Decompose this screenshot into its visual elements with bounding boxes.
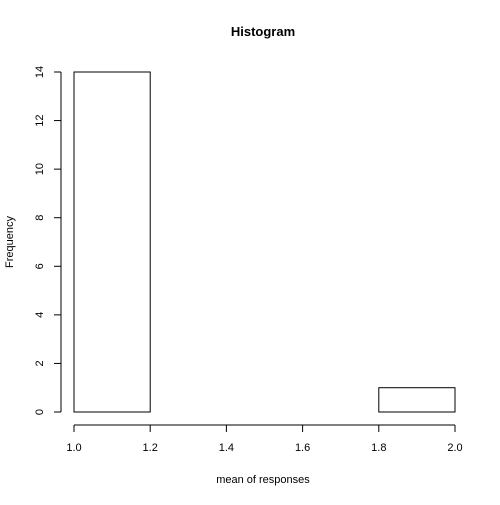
y-axis: 0 2 4 6 8 10 12 14 (34, 66, 61, 415)
x-tick-label: 1.0 (66, 442, 81, 454)
y-tick-label: 14 (34, 66, 46, 78)
y-tick-label: 2 (34, 360, 46, 366)
bars-layer (74, 72, 455, 412)
x-tick-label: 1.2 (143, 442, 158, 454)
x-axis: 1.0 1.2 1.4 1.6 1.8 2.0 (66, 425, 462, 454)
y-tick-label: 8 (34, 215, 46, 221)
histogram-bar-4 (379, 388, 455, 412)
y-tick-label: 0 (34, 409, 46, 415)
y-tick-label: 12 (34, 114, 46, 126)
y-tick-label: 4 (34, 312, 46, 318)
x-tick-label: 1.8 (371, 442, 386, 454)
y-axis-label: Frequency (4, 216, 16, 268)
x-tick-label: 1.6 (295, 442, 310, 454)
x-tick-label: 1.4 (219, 442, 234, 454)
x-tick-label: 2.0 (447, 442, 462, 454)
chart-title: Histogram (231, 24, 295, 39)
x-axis-label: mean of responses (216, 474, 310, 486)
y-tick-label: 6 (34, 263, 46, 269)
histogram-bar-0 (74, 72, 150, 412)
y-tick-label: 10 (34, 163, 46, 175)
